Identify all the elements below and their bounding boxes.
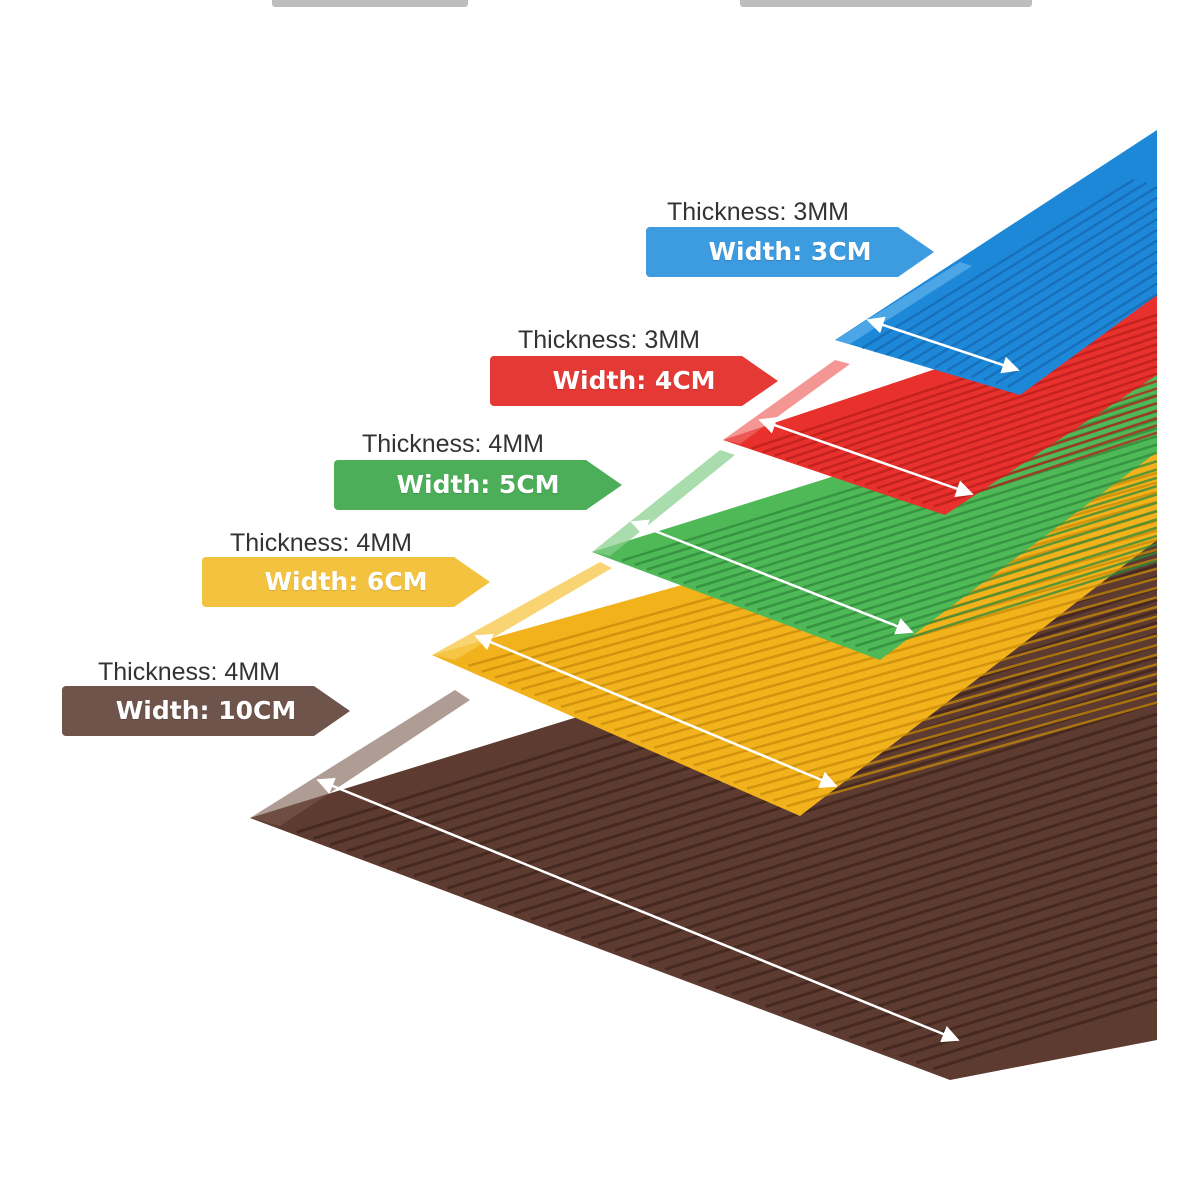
thickness-label-yellow: Thickness: 4MM xyxy=(230,529,412,557)
yellow-rib xyxy=(786,701,1158,808)
brown-rib xyxy=(899,975,1158,1058)
brown-rib xyxy=(932,997,1158,1071)
cropped-header-text-left xyxy=(272,0,468,7)
brown-rib xyxy=(916,986,1158,1064)
cropped-header-text-right xyxy=(740,0,1032,7)
green-rib xyxy=(867,559,1158,652)
thickness-label-brown: Thickness: 4MM xyxy=(98,658,280,686)
thickness-label-green: Thickness: 4MM xyxy=(362,430,544,458)
width-tag-green: Width: 5CM xyxy=(334,460,622,510)
thickness-label-blue: Thickness: 3MM xyxy=(667,198,849,226)
red-width-arrow xyxy=(758,416,974,498)
blue-rib xyxy=(1007,293,1158,388)
yellow-width-arrow xyxy=(474,633,838,789)
blue-rib xyxy=(995,282,1158,385)
brown-width-arrow xyxy=(316,777,960,1043)
width-tag-blue: Width: 3CM xyxy=(646,227,934,277)
green-width-arrow xyxy=(630,519,914,635)
thickness-label-red: Thickness: 3MM xyxy=(518,326,700,354)
blue-width-arrow xyxy=(866,316,1020,374)
width-tag-yellow: Width: 6CM xyxy=(202,557,490,607)
blue-strip xyxy=(835,130,1158,395)
width-tag-red: Width: 4CM xyxy=(490,356,778,406)
width-tag-brown: Width: 10CM xyxy=(62,686,350,736)
